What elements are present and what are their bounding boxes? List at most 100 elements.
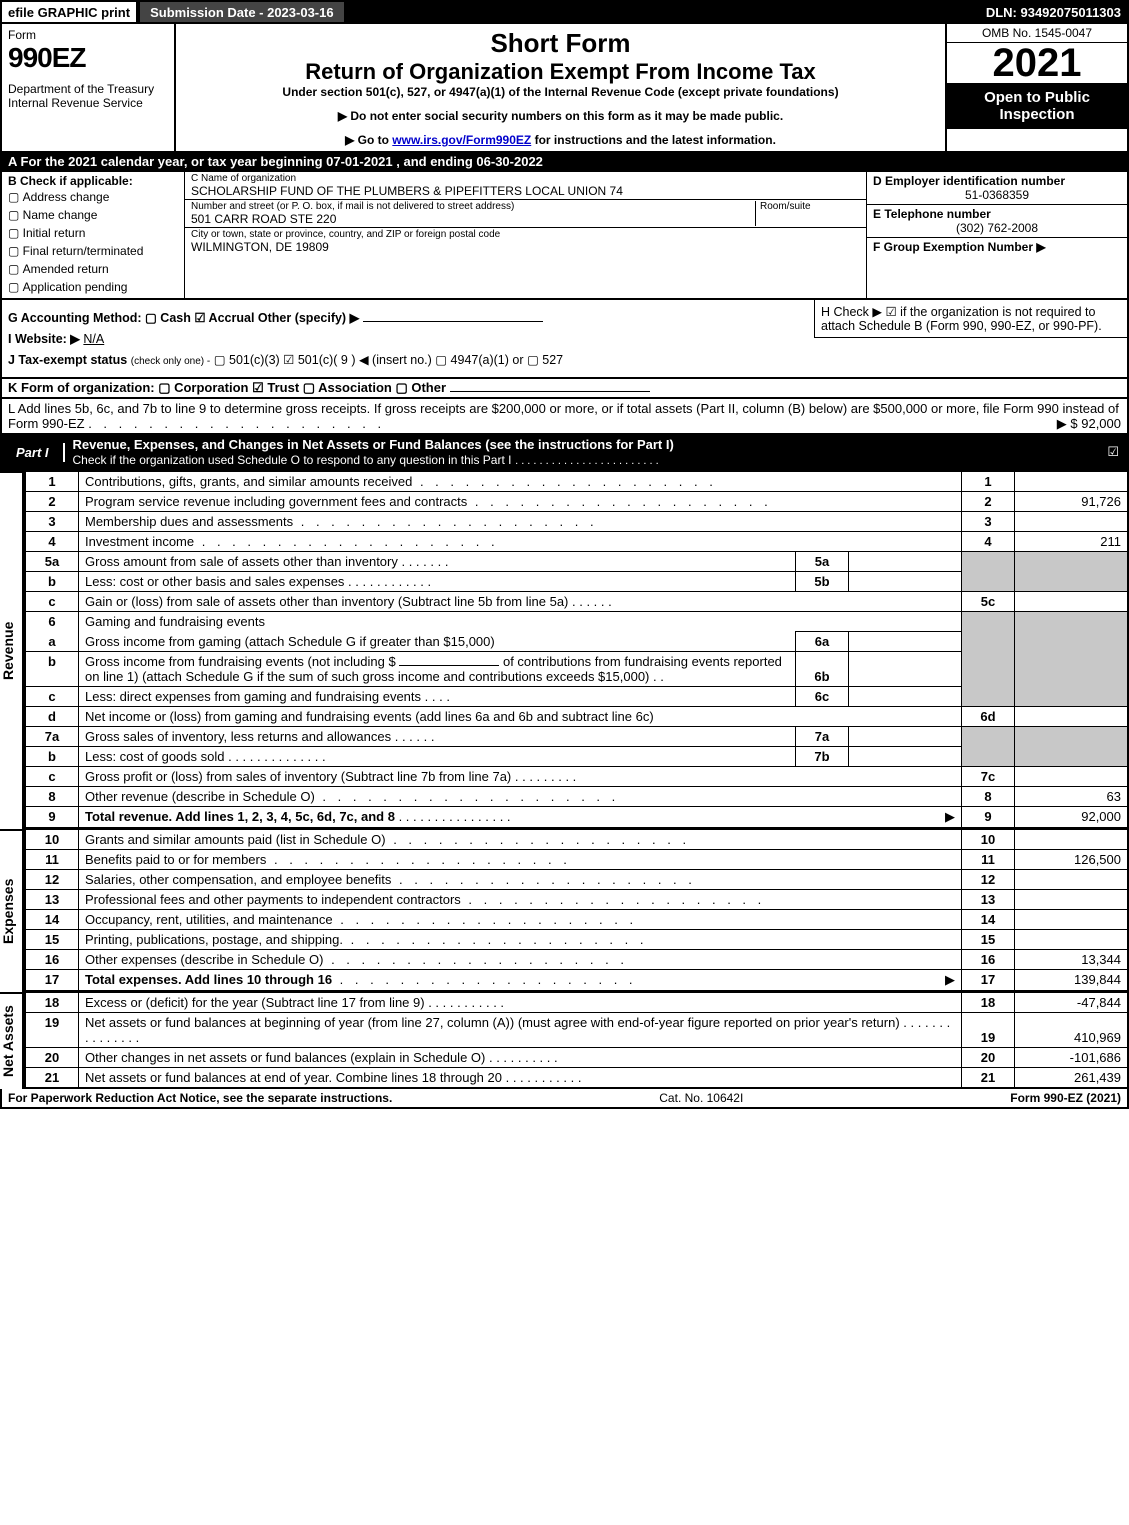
bullet-2-pre: ▶ Go to bbox=[345, 133, 392, 147]
line-7b: b Less: cost of goods sold . . . . . . .… bbox=[25, 747, 1128, 767]
bullet-2-post: for instructions and the latest informat… bbox=[531, 133, 776, 147]
row-bcde: B Check if applicable: ▢ Address change … bbox=[0, 172, 1129, 300]
line-j: J Tax-exempt status (check only one) - ▢… bbox=[8, 352, 1121, 367]
row-ghij: H Check ▶ ☑ if the organization is not r… bbox=[0, 300, 1129, 379]
netassets-section: Net Assets 18 Excess or (deficit) for th… bbox=[0, 992, 1129, 1089]
street-value: 501 CARR ROAD STE 220 bbox=[191, 212, 751, 226]
street-label: Number and street (or P. O. box, if mail… bbox=[191, 201, 751, 212]
phone-cell: E Telephone number (302) 762-2008 bbox=[867, 205, 1127, 238]
phone-label: E Telephone number bbox=[873, 207, 1121, 221]
group-exemption-label: F Group Exemption Number ▶ bbox=[873, 240, 1046, 254]
line-5b: b Less: cost or other basis and sales ex… bbox=[25, 572, 1128, 592]
line-7c: c Gross profit or (loss) from sales of i… bbox=[25, 767, 1128, 787]
page-footer: For Paperwork Reduction Act Notice, see … bbox=[0, 1089, 1129, 1109]
return-title: Return of Organization Exempt From Incom… bbox=[184, 59, 937, 85]
phone-value: (302) 762-2008 bbox=[873, 221, 1121, 235]
city-label: City or town, state or province, country… bbox=[191, 229, 860, 240]
line-17: 17 Total expenses. Add lines 10 through … bbox=[25, 970, 1128, 992]
irs-link[interactable]: www.irs.gov/Form990EZ bbox=[392, 133, 531, 147]
dept-label: Department of the Treasury bbox=[8, 82, 168, 96]
ein-value: 51-0368359 bbox=[873, 188, 1121, 202]
line-20: 20 Other changes in net assets or fund b… bbox=[25, 1048, 1128, 1068]
footer-catno: Cat. No. 10642I bbox=[392, 1091, 1010, 1105]
revenue-table: 1 Contributions, gifts, grants, and simi… bbox=[24, 471, 1129, 829]
ein-cell: D Employer identification number 51-0368… bbox=[867, 172, 1127, 205]
form-word: Form bbox=[8, 28, 168, 42]
col-b-header: B Check if applicable: bbox=[8, 174, 178, 188]
efile-label[interactable]: efile GRAPHIC print bbox=[0, 0, 138, 24]
ein-label: D Employer identification number bbox=[873, 174, 1121, 188]
col-de: D Employer identification number 51-0368… bbox=[867, 172, 1127, 298]
line-13: 13 Professional fees and other payments … bbox=[25, 890, 1128, 910]
line-15: 15 Printing, publications, postage, and … bbox=[25, 930, 1128, 950]
submission-date: Submission Date - 2023-03-16 bbox=[138, 0, 346, 24]
part-1-tab: Part I bbox=[2, 443, 65, 462]
part-1-title: Revenue, Expenses, and Changes in Net As… bbox=[65, 435, 1100, 469]
section-a: A For the 2021 calendar year, or tax yea… bbox=[0, 153, 1129, 172]
chk-address-change[interactable]: ▢ Address change bbox=[8, 188, 178, 206]
room-label: Room/suite bbox=[760, 201, 860, 212]
header-center: Short Form Return of Organization Exempt… bbox=[176, 24, 945, 151]
line-21: 21 Net assets or fund balances at end of… bbox=[25, 1068, 1128, 1089]
open-to-public: Open to Public Inspection bbox=[947, 83, 1127, 129]
line-18: 18 Excess or (deficit) for the year (Sub… bbox=[25, 993, 1128, 1013]
chk-application-pending[interactable]: ▢ Application pending bbox=[8, 278, 178, 296]
bullet-2: ▶ Go to www.irs.gov/Form990EZ for instru… bbox=[184, 133, 937, 147]
line-5a: 5a Gross amount from sale of assets othe… bbox=[25, 552, 1128, 572]
row-l: L Add lines 5b, 6c, and 7b to line 9 to … bbox=[0, 399, 1129, 435]
line-6d: d Net income or (loss) from gaming and f… bbox=[25, 707, 1128, 727]
street-cell: Number and street (or P. O. box, if mail… bbox=[185, 200, 866, 228]
line-6: 6 Gaming and fundraising events bbox=[25, 612, 1128, 632]
line-3: 3 Membership dues and assessments 3 bbox=[25, 512, 1128, 532]
bullet-1: ▶ Do not enter social security numbers o… bbox=[184, 109, 937, 123]
header-left: Form 990EZ Department of the Treasury In… bbox=[2, 24, 176, 151]
org-name-cell: C Name of organization SCHOLARSHIP FUND … bbox=[185, 172, 866, 200]
group-exemption-cell: F Group Exemption Number ▶ bbox=[867, 238, 1127, 298]
under-section: Under section 501(c), 527, or 4947(a)(1)… bbox=[184, 85, 937, 99]
line-11: 11 Benefits paid to or for members 11 12… bbox=[25, 850, 1128, 870]
chk-final-return[interactable]: ▢ Final return/terminated bbox=[8, 242, 178, 260]
form-header: Form 990EZ Department of the Treasury In… bbox=[0, 24, 1129, 153]
line-6a: a Gross income from gaming (attach Sched… bbox=[25, 632, 1128, 652]
expenses-sidebar: Expenses bbox=[0, 829, 24, 992]
line-14: 14 Occupancy, rent, utilities, and maint… bbox=[25, 910, 1128, 930]
irs-label: Internal Revenue Service bbox=[8, 96, 168, 110]
line-16: 16 Other expenses (describe in Schedule … bbox=[25, 950, 1128, 970]
chk-name-change[interactable]: ▢ Name change bbox=[8, 206, 178, 224]
header-right: OMB No. 1545-0047 2021 Open to Public In… bbox=[945, 24, 1127, 151]
expenses-table: 10 Grants and similar amounts paid (list… bbox=[24, 829, 1129, 992]
line-5c: c Gain or (loss) from sale of assets oth… bbox=[25, 592, 1128, 612]
line-19: 19 Net assets or fund balances at beginn… bbox=[25, 1013, 1128, 1048]
part-1-header: Part I Revenue, Expenses, and Changes in… bbox=[0, 435, 1129, 471]
footer-right: Form 990-EZ (2021) bbox=[1010, 1091, 1121, 1105]
city-cell: City or town, state or province, country… bbox=[185, 228, 866, 255]
footer-left: For Paperwork Reduction Act Notice, see … bbox=[8, 1091, 392, 1105]
col-b: B Check if applicable: ▢ Address change … bbox=[2, 172, 185, 298]
part-1-checkbox[interactable]: ☑ bbox=[1099, 442, 1127, 462]
netassets-sidebar: Net Assets bbox=[0, 992, 24, 1089]
org-name: SCHOLARSHIP FUND OF THE PLUMBERS & PIPEF… bbox=[191, 184, 860, 198]
revenue-section: Revenue 1 Contributions, gifts, grants, … bbox=[0, 471, 1129, 829]
expenses-section: Expenses 10 Grants and similar amounts p… bbox=[0, 829, 1129, 992]
chk-amended-return[interactable]: ▢ Amended return bbox=[8, 260, 178, 278]
tax-year: 2021 bbox=[947, 43, 1127, 83]
line-9: 9 Total revenue. Add lines 1, 2, 3, 4, 5… bbox=[25, 807, 1128, 829]
dln-label: DLN: 93492075011303 bbox=[978, 0, 1129, 24]
h-box: H Check ▶ ☑ if the organization is not r… bbox=[814, 300, 1127, 338]
website-value: N/A bbox=[83, 332, 104, 346]
line-8: 8 Other revenue (describe in Schedule O)… bbox=[25, 787, 1128, 807]
short-form-title: Short Form bbox=[184, 28, 937, 59]
chk-initial-return[interactable]: ▢ Initial return bbox=[8, 224, 178, 242]
line-6b: b Gross income from fundraising events (… bbox=[25, 652, 1128, 687]
line-6c: c Less: direct expenses from gaming and … bbox=[25, 687, 1128, 707]
line-2: 2 Program service revenue including gove… bbox=[25, 492, 1128, 512]
form-number: 990EZ bbox=[8, 42, 168, 74]
city-value: WILMINGTON, DE 19809 bbox=[191, 240, 860, 254]
line-10: 10 Grants and similar amounts paid (list… bbox=[25, 830, 1128, 850]
line-4: 4 Investment income 4 211 bbox=[25, 532, 1128, 552]
top-bar: efile GRAPHIC print Submission Date - 20… bbox=[0, 0, 1129, 24]
line-7a: 7a Gross sales of inventory, less return… bbox=[25, 727, 1128, 747]
org-name-label: C Name of organization bbox=[191, 173, 860, 184]
row-k: K Form of organization: ▢ Corporation ☑ … bbox=[0, 379, 1129, 399]
row-l-amount: ▶ $ 92,000 bbox=[1057, 416, 1121, 432]
